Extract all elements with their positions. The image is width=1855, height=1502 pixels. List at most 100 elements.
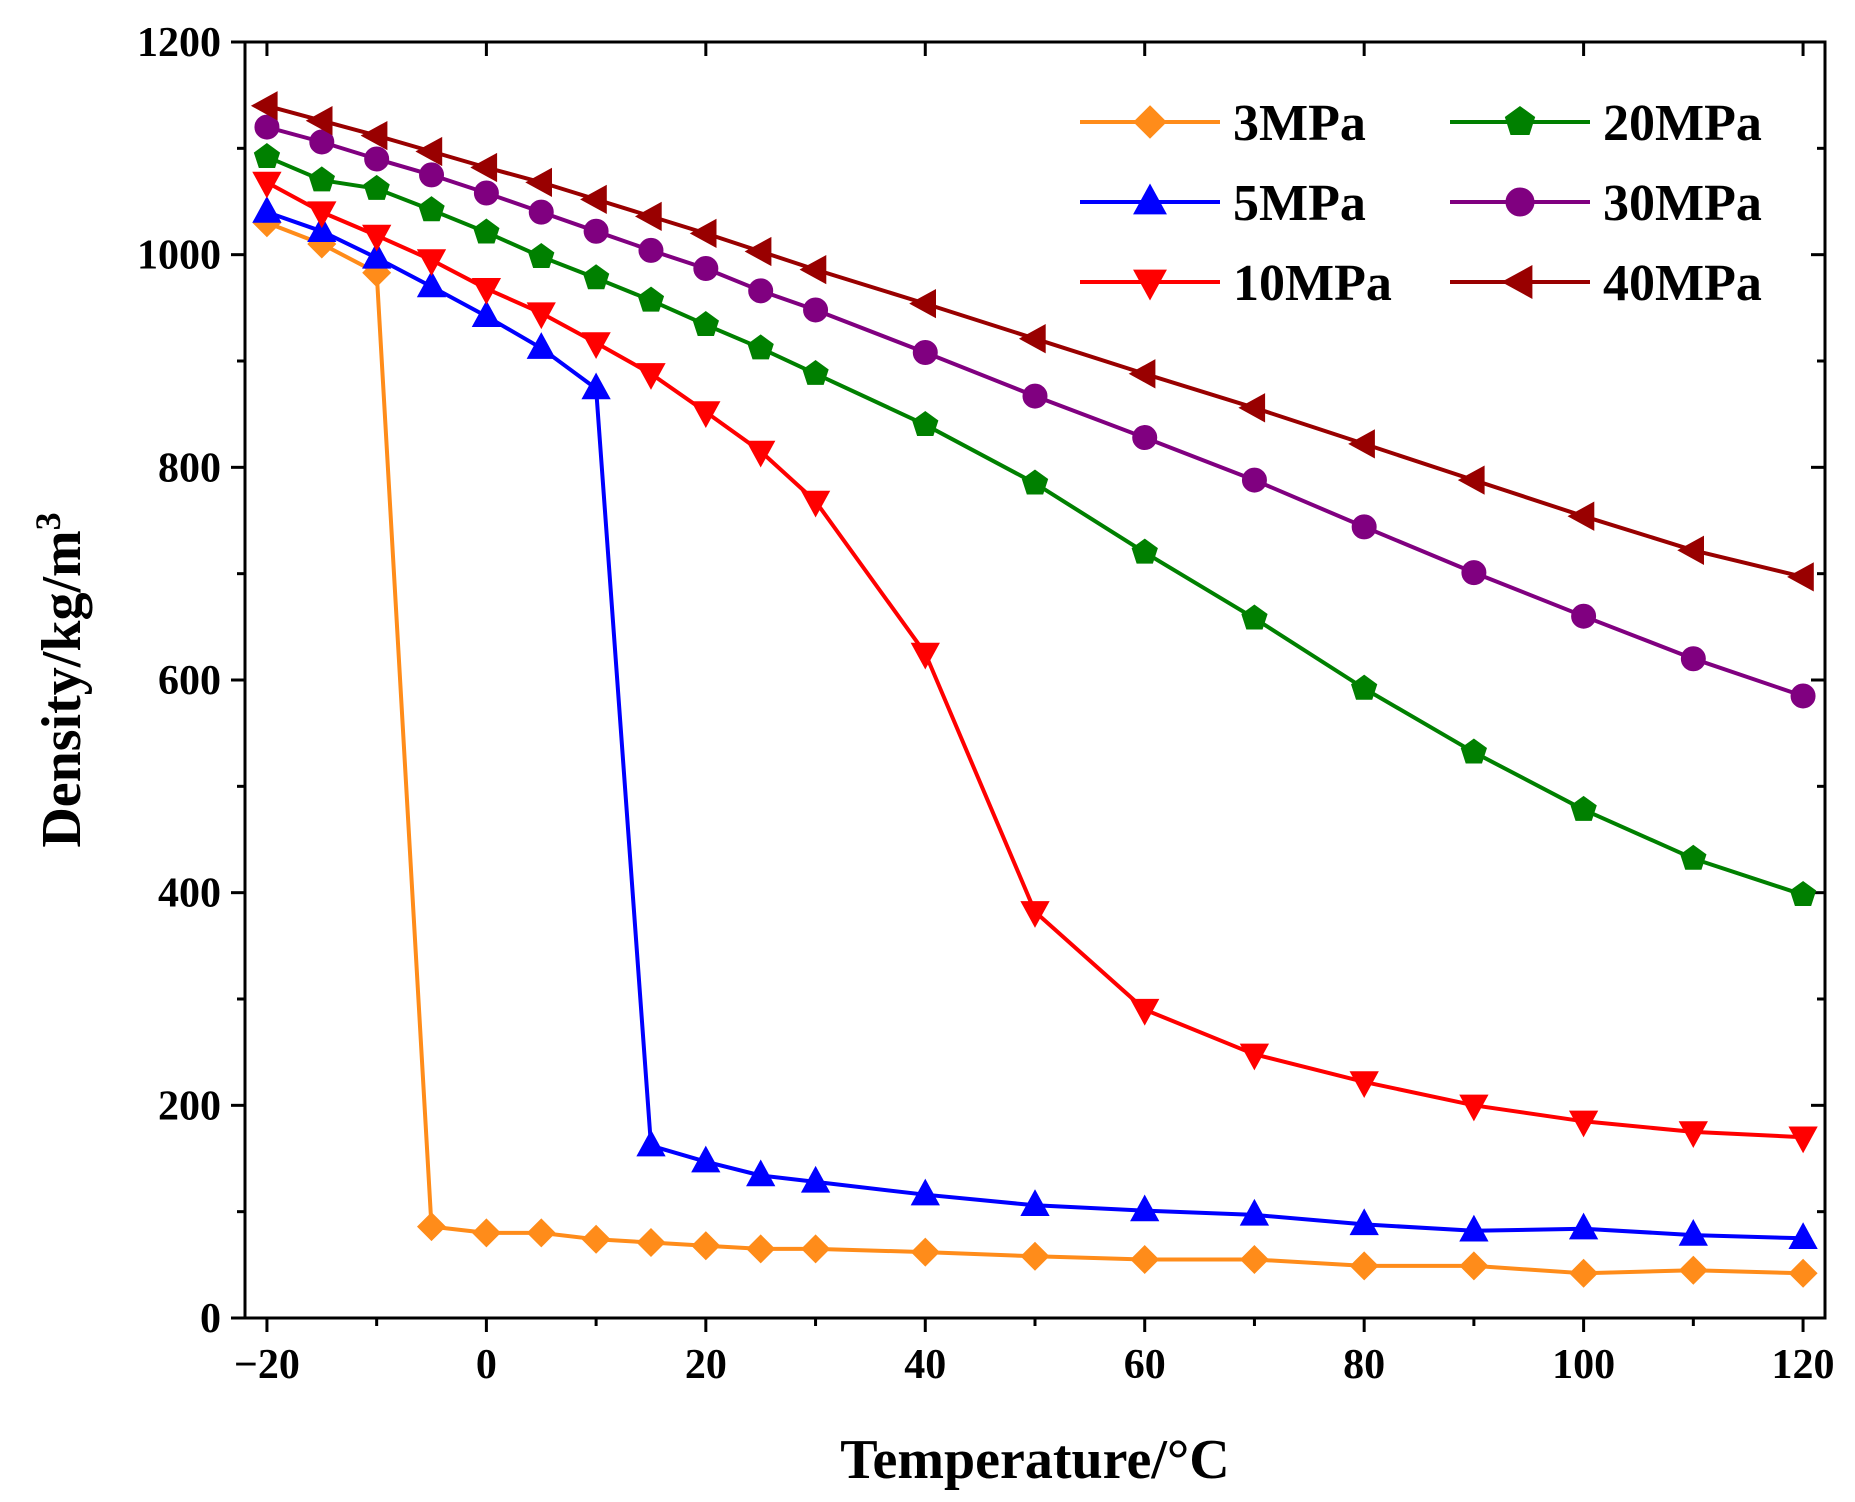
data-point <box>1022 383 1048 409</box>
data-point <box>1571 603 1597 629</box>
data-point <box>1131 538 1158 564</box>
data-point <box>1790 683 1816 709</box>
data-point <box>1020 901 1050 928</box>
data-point <box>1461 560 1487 586</box>
data-point <box>748 278 774 304</box>
data-point <box>1239 1244 1269 1275</box>
data-point <box>1020 1241 1050 1271</box>
legend-marker <box>1133 269 1167 301</box>
data-point <box>471 1218 501 1248</box>
y-tick-label: 800 <box>158 445 221 491</box>
data-point <box>1570 795 1597 821</box>
legend-label: 5MPa <box>1233 175 1366 232</box>
series-line <box>266 210 1804 1241</box>
data-point <box>471 278 502 305</box>
data-point <box>800 490 831 518</box>
data-point <box>470 152 498 183</box>
data-point <box>363 174 390 200</box>
data-point <box>691 1231 721 1261</box>
data-point <box>1568 1110 1599 1138</box>
legend-label: 3MPa <box>1233 95 1366 152</box>
series-3MPa <box>252 208 1818 1288</box>
legend-marker <box>1505 187 1535 217</box>
data-point <box>1349 1251 1379 1281</box>
data-point <box>691 1145 721 1173</box>
data-point <box>691 401 721 429</box>
legend-item: 5MPa <box>1080 175 1366 232</box>
data-point <box>307 215 337 242</box>
data-point <box>473 180 499 206</box>
data-point <box>473 218 500 244</box>
x-tick-label: 40 <box>904 1342 946 1388</box>
data-point <box>416 249 447 277</box>
data-point <box>1680 844 1707 870</box>
y-tick-label: 200 <box>158 1083 221 1129</box>
y-tick-label: 1000 <box>137 233 221 279</box>
x-tick-label: 80 <box>1343 1342 1385 1388</box>
data-point <box>1021 469 1049 495</box>
data-point <box>581 372 611 400</box>
data-point <box>415 136 443 167</box>
legend-marker <box>1504 105 1536 135</box>
series-line <box>266 154 1804 897</box>
data-point <box>1241 467 1267 493</box>
data-point <box>912 339 938 365</box>
data-point <box>526 332 556 359</box>
data-point <box>1678 1219 1708 1246</box>
data-point <box>1349 1071 1379 1098</box>
data-point <box>308 166 335 192</box>
data-point <box>525 167 552 198</box>
series-layer <box>250 91 1818 1288</box>
x-tick-label: 0 <box>476 1342 497 1388</box>
data-point <box>1239 1043 1270 1071</box>
data-point <box>1238 393 1266 423</box>
data-point <box>744 236 772 267</box>
data-point <box>636 1129 666 1157</box>
legend-item: 20MPa <box>1450 95 1762 152</box>
data-point <box>1678 1121 1708 1148</box>
data-point <box>746 1234 776 1264</box>
data-point <box>1460 738 1487 764</box>
data-point <box>305 106 333 136</box>
data-point <box>418 196 445 222</box>
data-point <box>1130 998 1160 1026</box>
x-tick-label: 20 <box>685 1342 727 1388</box>
data-point <box>416 1212 447 1242</box>
data-point <box>254 114 280 140</box>
data-point <box>1677 535 1704 565</box>
data-point <box>580 184 607 215</box>
data-point <box>634 201 662 232</box>
series-10MPa <box>252 171 1818 1154</box>
data-point <box>471 300 502 327</box>
legend-item: 3MPa <box>1080 95 1366 152</box>
data-point <box>253 142 281 168</box>
y-tick-label: 1200 <box>137 20 221 66</box>
legend-label: 20MPa <box>1603 95 1762 152</box>
data-point <box>583 264 610 290</box>
y-tick-label: 0 <box>200 1296 221 1342</box>
data-point <box>252 171 282 199</box>
data-point <box>1020 1189 1050 1216</box>
data-point <box>1018 324 1046 354</box>
data-point <box>307 201 337 229</box>
legend: 3MPa 5MPa 10MPa 20MPa 30MPa 40MPa <box>1080 95 1762 312</box>
data-point <box>1568 1212 1599 1240</box>
x-tick-label: 100 <box>1552 1342 1615 1388</box>
series-20MPa <box>253 142 1817 906</box>
data-point <box>309 129 335 155</box>
data-point <box>1787 562 1814 592</box>
series-40MPa <box>250 91 1814 592</box>
legend-label: 40MPa <box>1603 255 1762 312</box>
data-point <box>1459 1251 1489 1281</box>
data-point <box>689 218 717 249</box>
data-point <box>638 237 664 263</box>
data-point <box>1457 465 1485 495</box>
legend-marker <box>1501 265 1533 299</box>
y-tick-label: 400 <box>158 871 221 917</box>
data-point <box>800 1165 831 1193</box>
data-point <box>637 286 665 312</box>
data-point <box>360 120 388 151</box>
y-tick-label: 600 <box>158 658 221 704</box>
data-point <box>1459 1094 1489 1122</box>
